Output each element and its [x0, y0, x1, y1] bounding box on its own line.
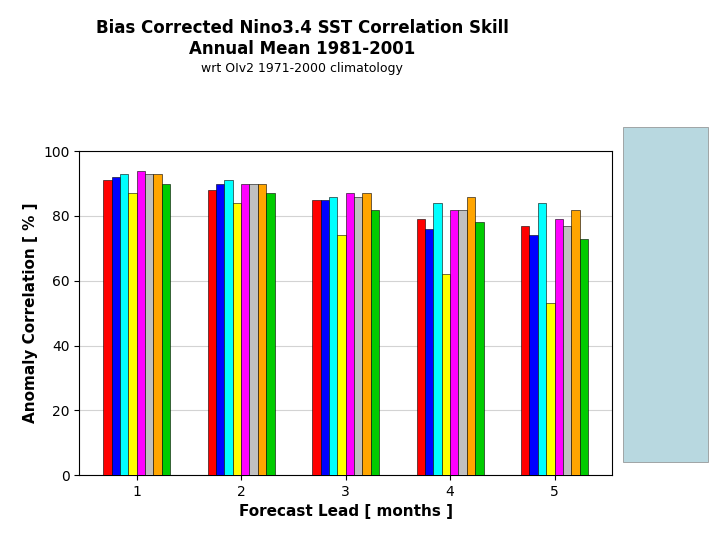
- Bar: [120, 174, 128, 475]
- Bar: [225, 180, 233, 475]
- Bar: [258, 184, 266, 475]
- Bar: [216, 184, 225, 475]
- Bar: [162, 184, 170, 475]
- Text: Bias Corrected Nino3.4 SST Correlation Skill: Bias Corrected Nino3.4 SST Correlation S…: [96, 19, 509, 37]
- Bar: [529, 235, 538, 475]
- Bar: [153, 174, 162, 475]
- Bar: [337, 235, 346, 475]
- Bar: [362, 193, 371, 475]
- Bar: [580, 239, 588, 475]
- X-axis label: Forecast Lead [ months ]: Forecast Lead [ months ]: [238, 504, 453, 519]
- Bar: [441, 274, 450, 475]
- Text: wrt OIv2 1971-2000 climatology: wrt OIv2 1971-2000 climatology: [202, 62, 403, 75]
- Bar: [546, 303, 554, 475]
- Text: Annual Mean 1981-2001: Annual Mean 1981-2001: [189, 40, 415, 58]
- Bar: [266, 193, 274, 475]
- Bar: [475, 222, 484, 475]
- Bar: [521, 226, 529, 475]
- Bar: [417, 219, 425, 475]
- Bar: [329, 197, 337, 475]
- Bar: [425, 229, 433, 475]
- Bar: [145, 174, 153, 475]
- Bar: [467, 197, 475, 475]
- Bar: [128, 193, 137, 475]
- Bar: [459, 210, 467, 475]
- Bar: [354, 197, 362, 475]
- Bar: [563, 226, 571, 475]
- Bar: [554, 219, 563, 475]
- Bar: [137, 171, 145, 475]
- Bar: [112, 177, 120, 475]
- Bar: [433, 203, 441, 475]
- Bar: [571, 210, 580, 475]
- Bar: [241, 184, 250, 475]
- Bar: [346, 193, 354, 475]
- Bar: [450, 210, 459, 475]
- Bar: [250, 184, 258, 475]
- Bar: [233, 203, 241, 475]
- Bar: [538, 203, 546, 475]
- Y-axis label: Anomaly Correlation [ % ]: Anomaly Correlation [ % ]: [22, 203, 37, 423]
- Bar: [312, 200, 320, 475]
- Bar: [371, 210, 379, 475]
- Bar: [207, 190, 216, 475]
- Bar: [320, 200, 329, 475]
- Bar: [103, 180, 112, 475]
